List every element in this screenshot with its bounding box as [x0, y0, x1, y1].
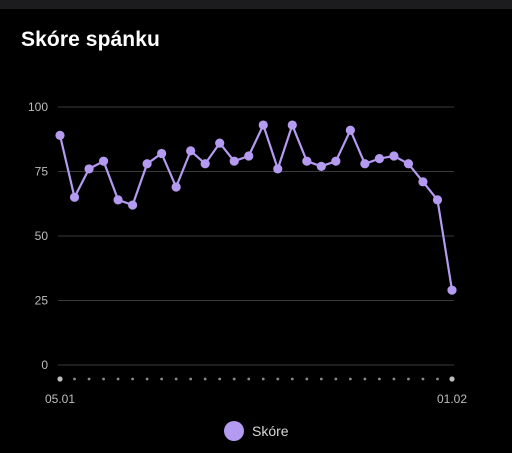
- x-axis-dot: [218, 377, 222, 381]
- data-point[interactable]: [360, 159, 370, 169]
- top-bar: [0, 0, 512, 9]
- legend-label: Skóre: [252, 423, 289, 439]
- data-point[interactable]: [113, 195, 123, 205]
- grid-lines: [58, 106, 454, 366]
- x-axis-dot: [363, 377, 367, 381]
- x-tick-label: 01.02: [437, 392, 467, 406]
- data-point[interactable]: [316, 161, 326, 171]
- card-title: Skóre spánku: [21, 28, 160, 51]
- series-points: [55, 120, 457, 295]
- data-point[interactable]: [403, 159, 414, 169]
- x-axis-dot: [436, 377, 439, 381]
- y-tick-label: 50: [35, 229, 49, 243]
- x-axis-dot: [131, 377, 134, 381]
- x-axis-dot: [189, 377, 193, 381]
- data-point[interactable]: [258, 120, 268, 130]
- data-point[interactable]: [200, 159, 210, 169]
- data-point[interactable]: [186, 146, 196, 156]
- data-point[interactable]: [55, 130, 65, 140]
- x-axis-dot: [203, 377, 207, 381]
- data-point[interactable]: [273, 164, 283, 174]
- data-point[interactable]: [432, 195, 443, 205]
- y-tick-label: 75: [35, 165, 49, 179]
- x-axis-dot: [145, 377, 149, 381]
- legend[interactable]: Skóre: [224, 420, 289, 442]
- y-tick-label: 25: [35, 294, 49, 308]
- x-axis-dot: [276, 377, 280, 381]
- x-axis-dot: [392, 377, 396, 381]
- data-point[interactable]: [244, 151, 254, 161]
- data-point[interactable]: [374, 154, 385, 164]
- data-point[interactable]: [447, 285, 457, 295]
- x-axis-dot: [247, 377, 251, 381]
- y-tick-labels: 0 25 50 75 100: [28, 100, 48, 372]
- data-point[interactable]: [418, 177, 428, 187]
- y-tick-label: 0: [41, 358, 48, 372]
- data-point[interactable]: [302, 156, 312, 166]
- data-point[interactable]: [98, 156, 109, 166]
- series-line: [58, 123, 454, 291]
- x-axis-dot: [160, 377, 164, 381]
- x-axis-dot: [449, 376, 455, 382]
- series-line-layer: [58, 123, 454, 291]
- x-axis-dot: [261, 377, 265, 381]
- x-axis-dot: [87, 377, 91, 381]
- data-point[interactable]: [157, 148, 167, 159]
- data-point[interactable]: [287, 120, 297, 130]
- x-axis-dot: [319, 377, 323, 381]
- x-axis-dot: [116, 377, 120, 381]
- x-axis-dot: [174, 377, 178, 381]
- data-point[interactable]: [69, 192, 80, 202]
- data-point[interactable]: [215, 138, 225, 148]
- data-point[interactable]: [331, 156, 341, 166]
- data-point[interactable]: [229, 156, 239, 166]
- x-axis-dot: [73, 377, 76, 381]
- x-axis-dots: [57, 376, 455, 382]
- legend-swatch: [224, 421, 244, 441]
- x-axis-dot: [378, 377, 381, 381]
- data-point[interactable]: [142, 159, 152, 169]
- x-axis-dot: [421, 377, 425, 381]
- x-axis-dot: [102, 377, 105, 381]
- y-tick-label: 100: [28, 100, 48, 114]
- x-axis-dot: [334, 377, 338, 381]
- x-axis-dot: [290, 377, 294, 381]
- data-point[interactable]: [127, 200, 138, 210]
- x-axis-dot: [305, 377, 309, 381]
- x-axis-dot: [348, 377, 352, 381]
- data-point[interactable]: [84, 164, 94, 174]
- data-point[interactable]: [171, 182, 181, 192]
- data-point[interactable]: [345, 125, 355, 135]
- data-point[interactable]: [389, 151, 399, 161]
- x-axis-dot: [407, 377, 410, 381]
- x-tick-label: 05.01: [45, 392, 75, 406]
- x-tick-labels: 05.01 01.02: [45, 392, 467, 406]
- x-axis-dot: [232, 377, 236, 381]
- x-axis-dot: [57, 376, 63, 382]
